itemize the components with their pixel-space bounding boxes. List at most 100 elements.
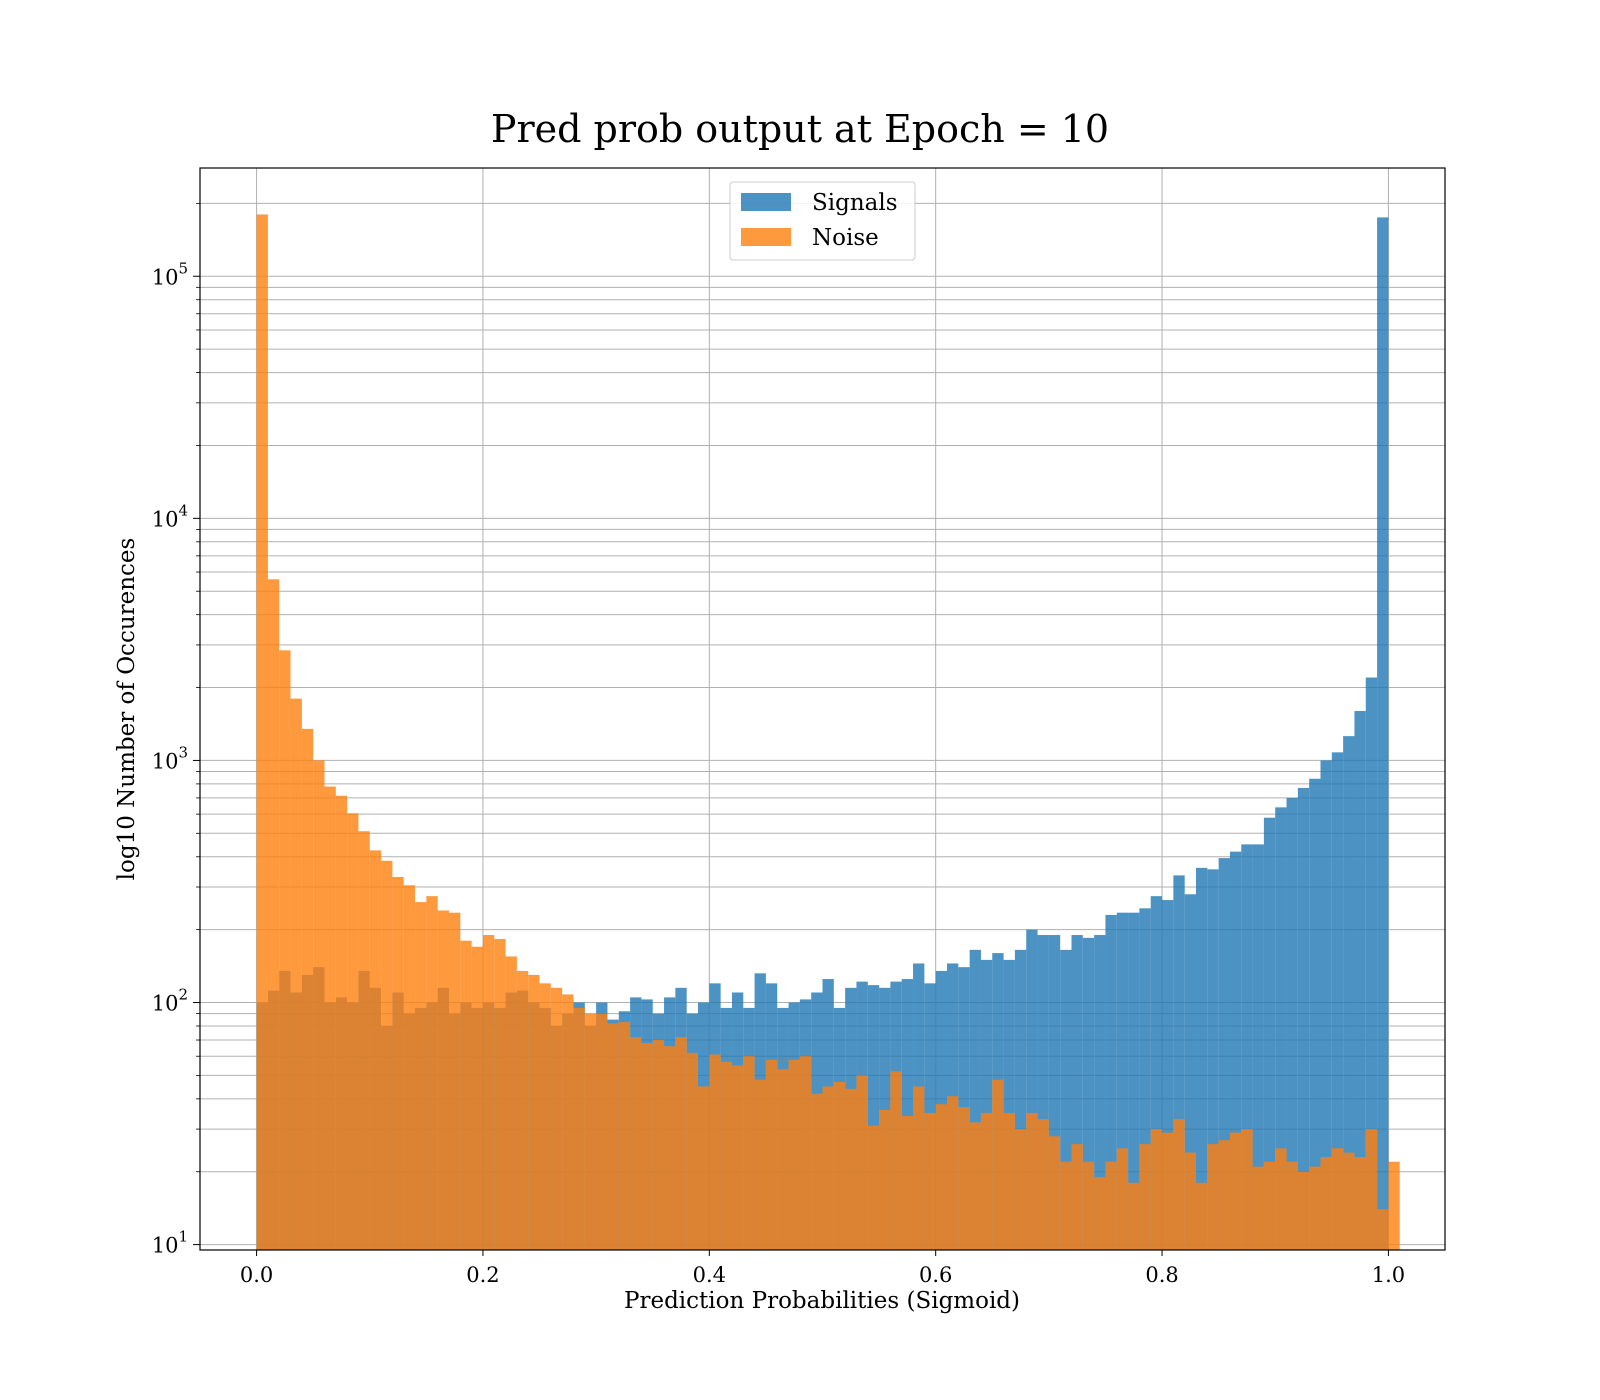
- bar-noise-12: [392, 876, 404, 1250]
- bar-noise-36: [664, 1046, 676, 1250]
- bar-signals-73: [1082, 937, 1095, 1250]
- plot-frame: [199, 167, 1446, 1251]
- bar-noise-24: [528, 974, 540, 1250]
- bar-noise-28: [573, 1007, 585, 1250]
- bar-noise-2: [279, 650, 291, 1250]
- bar-noise-34: [641, 1043, 653, 1250]
- bar-signals-92: [1297, 787, 1310, 1250]
- bar-noise-92: [1297, 1171, 1310, 1250]
- bar-noise-53: [856, 1075, 868, 1250]
- bar-noise-43: [743, 1056, 755, 1250]
- bar-noise-11: [381, 860, 393, 1250]
- bar-noise-47: [788, 1059, 800, 1250]
- bar-signals-78: [1139, 908, 1151, 1250]
- x-tick-label: 0.6: [919, 1263, 952, 1287]
- bar-noise-74: [1094, 1177, 1106, 1250]
- bar-signals-91: [1286, 797, 1298, 1250]
- bar-noise-45: [765, 1059, 778, 1250]
- bar-noise-14: [415, 902, 427, 1250]
- bar-noise-76: [1116, 1148, 1129, 1250]
- bar-noise-59: [924, 1112, 936, 1250]
- bar-noise-56: [890, 1071, 902, 1250]
- bar-noise-42: [731, 1065, 744, 1250]
- bar-noise-87: [1241, 1129, 1253, 1250]
- bar-noise-79: [1150, 1129, 1163, 1250]
- bar-noise-44: [754, 1079, 766, 1250]
- bar-signals-90: [1275, 807, 1287, 1250]
- bar-signals-85: [1218, 858, 1230, 1250]
- bar-noise-68: [1026, 1112, 1038, 1250]
- y-axis-ticks: 101 102 103 104 105: [152, 202, 200, 1258]
- bar-noise-41: [720, 1061, 732, 1250]
- bar-noise-25: [539, 983, 551, 1250]
- bar-signals-79: [1150, 896, 1163, 1250]
- y-tick-label: 102: [152, 986, 188, 1016]
- bar-signals-87: [1241, 844, 1253, 1250]
- bar-noise-3: [290, 698, 302, 1250]
- y-axis-label: log10 Number of Occurences: [114, 538, 140, 881]
- bar-noise-82: [1184, 1152, 1196, 1250]
- bar-signals-70: [1048, 935, 1061, 1250]
- bar-signals-81: [1173, 875, 1185, 1250]
- legend-swatch-noise: [741, 228, 791, 246]
- bar-noise-95: [1331, 1148, 1344, 1250]
- bar-noise-99: [1377, 1209, 1389, 1250]
- bar-noise-57: [901, 1115, 914, 1250]
- bar-signals-97: [1354, 711, 1366, 1250]
- legend-label-signals: Signals: [812, 190, 898, 216]
- bar-noise-91: [1286, 1161, 1298, 1250]
- bar-noise-85: [1218, 1140, 1230, 1250]
- bar-noise-18: [460, 940, 472, 1250]
- bar-noise-52: [845, 1088, 857, 1250]
- y-tick-label: 104: [152, 501, 188, 531]
- bar-noise-89: [1263, 1161, 1276, 1250]
- bar-noise-9: [358, 831, 370, 1250]
- bar-noise-38: [686, 1052, 698, 1250]
- legend: Signals Noise: [729, 181, 916, 261]
- bar-signals-68: [1026, 929, 1038, 1250]
- bar-signals-69: [1037, 935, 1049, 1250]
- bar-noise-55: [879, 1109, 891, 1250]
- bar-signals-82: [1184, 894, 1196, 1250]
- bar-noise-100: [1388, 1161, 1400, 1250]
- bar-signals-71: [1060, 949, 1072, 1250]
- bar-noise-66: [1003, 1112, 1015, 1250]
- chart-title: Pred prob output at Epoch = 10: [491, 107, 1109, 151]
- bar-noise-26: [550, 987, 563, 1250]
- bar-noise-51: [833, 1081, 846, 1250]
- bar-signals-98: [1365, 677, 1378, 1250]
- x-tick-label: 0.2: [466, 1263, 499, 1287]
- bar-noise-8: [347, 813, 359, 1250]
- bar-noise-73: [1082, 1161, 1095, 1250]
- bar-noise-22: [505, 956, 517, 1250]
- bar-signals-57: [901, 979, 914, 1250]
- bar-noise-69: [1037, 1119, 1049, 1250]
- bar-noise-78: [1139, 1144, 1151, 1250]
- bar-noise-31: [607, 1023, 619, 1250]
- bar-noise-98: [1365, 1129, 1378, 1250]
- bar-noise-77: [1128, 1182, 1140, 1250]
- bar-noise-60: [935, 1104, 947, 1250]
- x-axis-ticks: 0.0 0.2 0.4 0.6 0.8 1.0: [240, 1250, 1405, 1287]
- bar-noise-13: [403, 885, 416, 1250]
- bar-noise-48: [799, 1056, 812, 1250]
- bar-noise-17: [449, 912, 461, 1250]
- y-tick-label: 101: [152, 1228, 188, 1258]
- bar-noise-70: [1048, 1136, 1061, 1250]
- bar-noise-20: [482, 935, 495, 1250]
- bar-noise-1: [267, 579, 280, 1250]
- bar-noise-94: [1320, 1157, 1332, 1250]
- x-axis-label: Prediction Probabilities (Sigmoid): [624, 1288, 1020, 1314]
- bar-noise-81: [1173, 1119, 1185, 1250]
- bar-signals-84: [1207, 869, 1219, 1250]
- bar-noise-75: [1105, 1161, 1117, 1250]
- x-tick-label: 0.4: [693, 1263, 726, 1287]
- bar-signals-64: [980, 959, 993, 1250]
- bar-noise-10: [369, 850, 382, 1250]
- bar-noise-86: [1229, 1132, 1242, 1250]
- bar-noise-0: [256, 214, 268, 1250]
- bar-noise-37: [675, 1037, 687, 1250]
- series-noise-bars: [256, 214, 1400, 1250]
- bar-noise-6: [324, 786, 336, 1250]
